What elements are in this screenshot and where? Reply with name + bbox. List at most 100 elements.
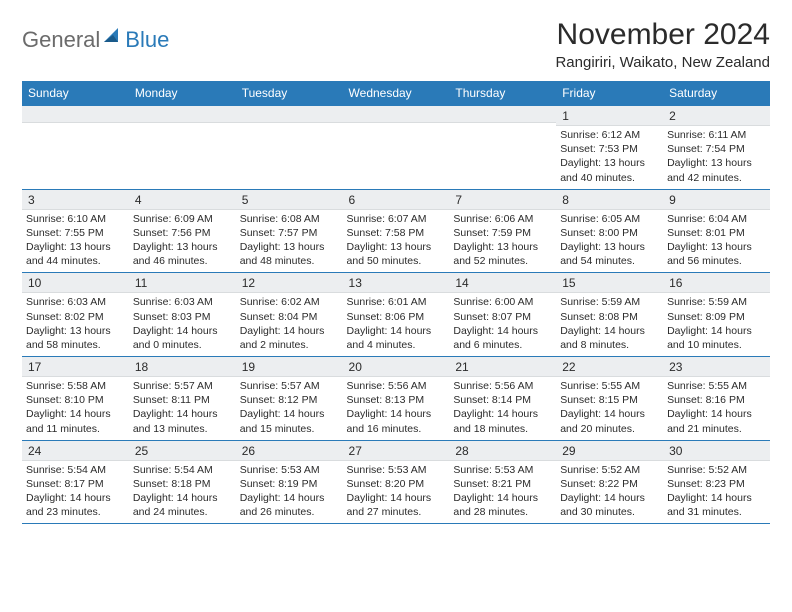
daylight-text: Daylight: 13 hours and 54 minutes. bbox=[560, 240, 659, 268]
day-body: Sunrise: 5:52 AMSunset: 8:22 PMDaylight:… bbox=[556, 461, 663, 524]
day-body: Sunrise: 5:55 AMSunset: 8:16 PMDaylight:… bbox=[663, 377, 770, 440]
daylight-text: Daylight: 14 hours and 30 minutes. bbox=[560, 491, 659, 519]
day-cell: 7Sunrise: 6:06 AMSunset: 7:59 PMDaylight… bbox=[449, 189, 556, 273]
sunset-text: Sunset: 8:04 PM bbox=[240, 310, 339, 324]
day-cell: 17Sunrise: 5:58 AMSunset: 8:10 PMDayligh… bbox=[22, 357, 129, 441]
day-cell: 28Sunrise: 5:53 AMSunset: 8:21 PMDayligh… bbox=[449, 440, 556, 524]
daylight-text: Daylight: 14 hours and 23 minutes. bbox=[26, 491, 125, 519]
day-cell: 20Sunrise: 5:56 AMSunset: 8:13 PMDayligh… bbox=[343, 357, 450, 441]
daylight-text: Daylight: 14 hours and 24 minutes. bbox=[133, 491, 232, 519]
sunset-text: Sunset: 8:18 PM bbox=[133, 477, 232, 491]
day-cell: 14Sunrise: 6:00 AMSunset: 8:07 PMDayligh… bbox=[449, 273, 556, 357]
sunrise-text: Sunrise: 6:06 AM bbox=[453, 212, 552, 226]
sunrise-text: Sunrise: 5:52 AM bbox=[667, 463, 766, 477]
daylight-text: Daylight: 14 hours and 10 minutes. bbox=[667, 324, 766, 352]
sunset-text: Sunset: 7:56 PM bbox=[133, 226, 232, 240]
day-cell: 21Sunrise: 5:56 AMSunset: 8:14 PMDayligh… bbox=[449, 357, 556, 441]
day-number: 12 bbox=[236, 273, 343, 293]
sunrise-text: Sunrise: 6:08 AM bbox=[240, 212, 339, 226]
day-header: Friday bbox=[556, 81, 663, 106]
sunset-text: Sunset: 8:19 PM bbox=[240, 477, 339, 491]
day-number: 29 bbox=[556, 441, 663, 461]
sunrise-text: Sunrise: 5:53 AM bbox=[240, 463, 339, 477]
day-number: 26 bbox=[236, 441, 343, 461]
day-cell: 30Sunrise: 5:52 AMSunset: 8:23 PMDayligh… bbox=[663, 440, 770, 524]
day-number: 28 bbox=[449, 441, 556, 461]
day-body: Sunrise: 6:04 AMSunset: 8:01 PMDaylight:… bbox=[663, 210, 770, 273]
day-body: Sunrise: 5:56 AMSunset: 8:13 PMDaylight:… bbox=[343, 377, 450, 440]
sunrise-text: Sunrise: 5:52 AM bbox=[560, 463, 659, 477]
sunset-text: Sunset: 8:20 PM bbox=[347, 477, 446, 491]
daylight-text: Daylight: 14 hours and 18 minutes. bbox=[453, 407, 552, 435]
title-block: November 2024 Rangiriri, Waikato, New Ze… bbox=[555, 18, 770, 71]
week-row: 17Sunrise: 5:58 AMSunset: 8:10 PMDayligh… bbox=[22, 357, 770, 441]
sunrise-text: Sunrise: 5:53 AM bbox=[347, 463, 446, 477]
day-body: Sunrise: 6:01 AMSunset: 8:06 PMDaylight:… bbox=[343, 293, 450, 356]
day-body: Sunrise: 5:57 AMSunset: 8:12 PMDaylight:… bbox=[236, 377, 343, 440]
sunrise-text: Sunrise: 5:57 AM bbox=[133, 379, 232, 393]
sunset-text: Sunset: 8:22 PM bbox=[560, 477, 659, 491]
sunset-text: Sunset: 8:09 PM bbox=[667, 310, 766, 324]
day-number bbox=[236, 106, 343, 123]
day-body: Sunrise: 5:58 AMSunset: 8:10 PMDaylight:… bbox=[22, 377, 129, 440]
daylight-text: Daylight: 13 hours and 42 minutes. bbox=[667, 156, 766, 184]
day-cell: 29Sunrise: 5:52 AMSunset: 8:22 PMDayligh… bbox=[556, 440, 663, 524]
sunset-text: Sunset: 8:06 PM bbox=[347, 310, 446, 324]
sunset-text: Sunset: 7:55 PM bbox=[26, 226, 125, 240]
day-cell: 19Sunrise: 5:57 AMSunset: 8:12 PMDayligh… bbox=[236, 357, 343, 441]
logo-sail-icon bbox=[102, 26, 124, 53]
day-body: Sunrise: 5:59 AMSunset: 8:08 PMDaylight:… bbox=[556, 293, 663, 356]
day-body: Sunrise: 6:09 AMSunset: 7:56 PMDaylight:… bbox=[129, 210, 236, 273]
day-body: Sunrise: 5:54 AMSunset: 8:17 PMDaylight:… bbox=[22, 461, 129, 524]
sunset-text: Sunset: 7:58 PM bbox=[347, 226, 446, 240]
day-number: 20 bbox=[343, 357, 450, 377]
day-number bbox=[449, 106, 556, 123]
daylight-text: Daylight: 14 hours and 11 minutes. bbox=[26, 407, 125, 435]
sunrise-text: Sunrise: 5:58 AM bbox=[26, 379, 125, 393]
sunrise-text: Sunrise: 6:12 AM bbox=[560, 128, 659, 142]
day-body: Sunrise: 6:05 AMSunset: 8:00 PMDaylight:… bbox=[556, 210, 663, 273]
location-text: Rangiriri, Waikato, New Zealand bbox=[555, 54, 770, 71]
sunset-text: Sunset: 8:21 PM bbox=[453, 477, 552, 491]
sunset-text: Sunset: 8:23 PM bbox=[667, 477, 766, 491]
day-header: Sunday bbox=[22, 81, 129, 106]
daylight-text: Daylight: 14 hours and 8 minutes. bbox=[560, 324, 659, 352]
day-number: 8 bbox=[556, 190, 663, 210]
sunset-text: Sunset: 8:12 PM bbox=[240, 393, 339, 407]
daylight-text: Daylight: 14 hours and 13 minutes. bbox=[133, 407, 232, 435]
day-cell bbox=[129, 106, 236, 190]
day-number: 1 bbox=[556, 106, 663, 126]
daylight-text: Daylight: 14 hours and 21 minutes. bbox=[667, 407, 766, 435]
week-row: 24Sunrise: 5:54 AMSunset: 8:17 PMDayligh… bbox=[22, 440, 770, 524]
sunset-text: Sunset: 8:01 PM bbox=[667, 226, 766, 240]
day-body: Sunrise: 6:11 AMSunset: 7:54 PMDaylight:… bbox=[663, 126, 770, 189]
day-body: Sunrise: 6:03 AMSunset: 8:03 PMDaylight:… bbox=[129, 293, 236, 356]
day-cell: 10Sunrise: 6:03 AMSunset: 8:02 PMDayligh… bbox=[22, 273, 129, 357]
week-row: 10Sunrise: 6:03 AMSunset: 8:02 PMDayligh… bbox=[22, 273, 770, 357]
day-body: Sunrise: 6:06 AMSunset: 7:59 PMDaylight:… bbox=[449, 210, 556, 273]
day-cell: 18Sunrise: 5:57 AMSunset: 8:11 PMDayligh… bbox=[129, 357, 236, 441]
sunset-text: Sunset: 8:14 PM bbox=[453, 393, 552, 407]
day-body: Sunrise: 5:53 AMSunset: 8:21 PMDaylight:… bbox=[449, 461, 556, 524]
day-number: 9 bbox=[663, 190, 770, 210]
day-header: Saturday bbox=[663, 81, 770, 106]
daylight-text: Daylight: 14 hours and 27 minutes. bbox=[347, 491, 446, 519]
day-cell: 5Sunrise: 6:08 AMSunset: 7:57 PMDaylight… bbox=[236, 189, 343, 273]
sunset-text: Sunset: 8:10 PM bbox=[26, 393, 125, 407]
sunrise-text: Sunrise: 6:05 AM bbox=[560, 212, 659, 226]
day-cell: 24Sunrise: 5:54 AMSunset: 8:17 PMDayligh… bbox=[22, 440, 129, 524]
daylight-text: Daylight: 13 hours and 50 minutes. bbox=[347, 240, 446, 268]
sunrise-text: Sunrise: 5:57 AM bbox=[240, 379, 339, 393]
day-body bbox=[343, 123, 450, 183]
daylight-text: Daylight: 14 hours and 16 minutes. bbox=[347, 407, 446, 435]
day-number: 17 bbox=[22, 357, 129, 377]
day-cell: 27Sunrise: 5:53 AMSunset: 8:20 PMDayligh… bbox=[343, 440, 450, 524]
day-cell: 25Sunrise: 5:54 AMSunset: 8:18 PMDayligh… bbox=[129, 440, 236, 524]
logo-text-general: General bbox=[22, 27, 100, 53]
day-header: Wednesday bbox=[343, 81, 450, 106]
day-number: 21 bbox=[449, 357, 556, 377]
day-body: Sunrise: 6:10 AMSunset: 7:55 PMDaylight:… bbox=[22, 210, 129, 273]
sunrise-text: Sunrise: 5:54 AM bbox=[26, 463, 125, 477]
sunrise-text: Sunrise: 6:02 AM bbox=[240, 295, 339, 309]
sunrise-text: Sunrise: 5:59 AM bbox=[667, 295, 766, 309]
